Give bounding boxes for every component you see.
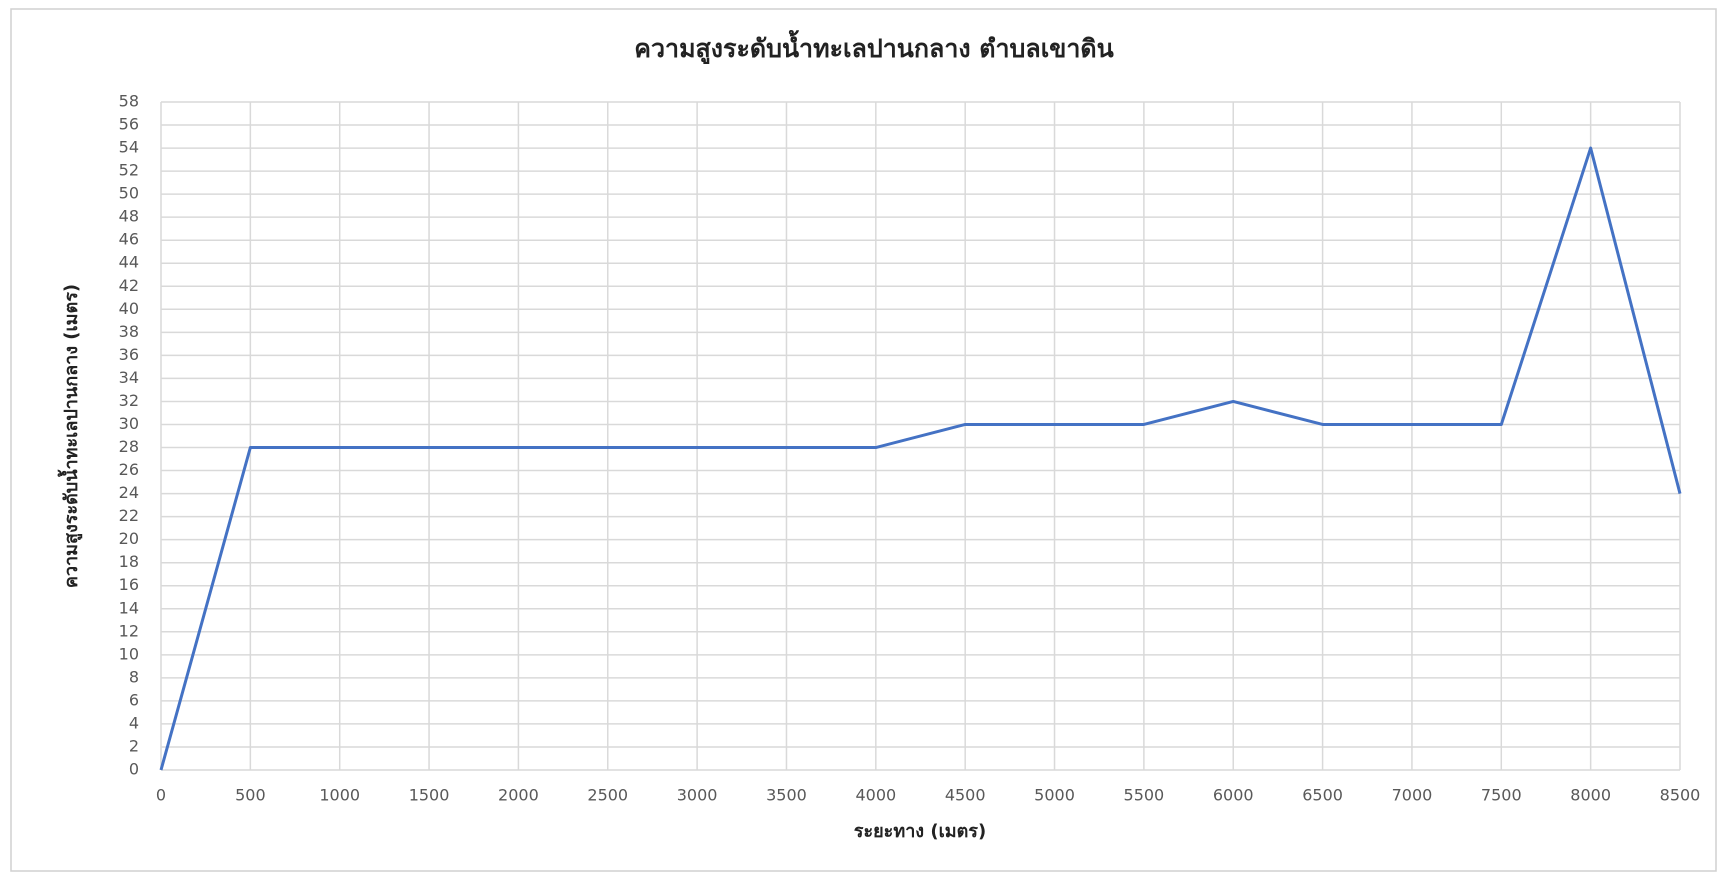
y-tick-label: 44: [119, 253, 139, 272]
x-tick-label: 7500: [1481, 786, 1522, 805]
y-tick-label: 46: [119, 230, 139, 249]
y-tick-label: 28: [119, 437, 139, 456]
chart-frame: [10, 8, 1717, 872]
x-tick-label: 4500: [945, 786, 986, 805]
data-line: [159, 146, 1682, 771]
x-tick-label: 2500: [587, 786, 628, 805]
x-tick-label: 1500: [409, 786, 450, 805]
y-tick-label: 4: [129, 713, 139, 732]
x-tick-label: 2000: [498, 786, 539, 805]
y-tick-label: 10: [119, 644, 139, 663]
y-tick-label: 50: [119, 184, 139, 203]
x-tick-label: 1000: [319, 786, 360, 805]
y-tick-label: 42: [119, 276, 139, 295]
y-tick-label: 16: [119, 575, 139, 594]
x-axis-title: ระยะทาง (เมตร): [854, 821, 986, 842]
y-axis-title: ความสูงระดับน้ำทะเลปานกลาง (เมตร): [57, 284, 83, 588]
y-tick-label: 32: [119, 391, 139, 410]
y-tick-label: 58: [119, 92, 139, 111]
x-tick-label: 6000: [1213, 786, 1254, 805]
x-tick-label: 4000: [855, 786, 896, 805]
x-tick-label: 500: [235, 786, 266, 805]
x-tick-label: 3000: [677, 786, 718, 805]
y-tick-label: 52: [119, 161, 139, 180]
y-tick-label: 12: [119, 621, 139, 640]
y-tick-label: 6: [129, 690, 139, 709]
y-tick-label: 34: [119, 368, 139, 387]
y-tick-label: 24: [119, 483, 139, 502]
y-tick-label: 18: [119, 552, 139, 571]
x-tick-label: 0: [156, 786, 166, 805]
y-tick-label: 20: [119, 529, 139, 548]
chart-title: ความสูงระดับน้ำทะเลปานกลาง ตำบลเขาดิน: [634, 29, 1113, 65]
y-tick-label: 2: [129, 736, 139, 755]
x-tick-label: 8000: [1570, 786, 1611, 805]
y-tick-label: 36: [119, 345, 139, 364]
x-tick-label: 8500: [1660, 786, 1701, 805]
x-tick-label: 5500: [1124, 786, 1165, 805]
y-tick-label: 8: [129, 667, 139, 686]
y-tick-label: 48: [119, 207, 139, 226]
y-tick-label: 40: [119, 299, 139, 318]
y-tick-label: 38: [119, 322, 139, 341]
y-tick-label: 26: [119, 460, 139, 479]
x-tick-label: 6500: [1302, 786, 1343, 805]
y-tick-label: 0: [129, 760, 139, 779]
y-tick-label: 14: [119, 598, 139, 617]
y-tick-label: 30: [119, 414, 139, 433]
x-tick-label: 5000: [1034, 786, 1075, 805]
x-tick-label: 7000: [1392, 786, 1433, 805]
y-tick-label: 22: [119, 506, 139, 525]
y-tick-label: 54: [119, 138, 139, 157]
y-tick-label: 56: [119, 115, 139, 134]
x-tick-label: 3500: [766, 786, 807, 805]
